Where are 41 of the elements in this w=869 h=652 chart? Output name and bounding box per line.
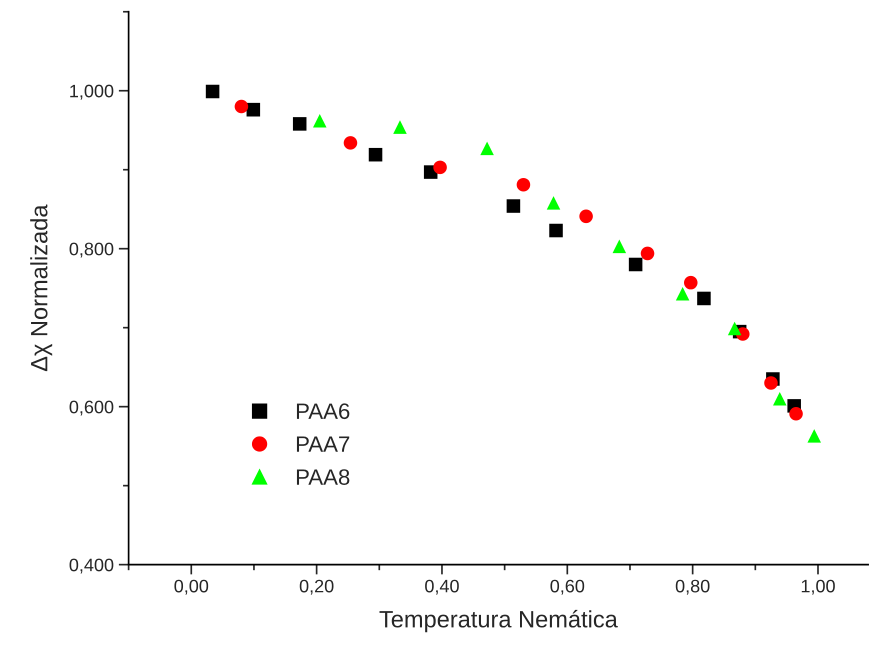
- x-tick-label: 0,20: [300, 580, 334, 595]
- point: [246, 102, 260, 116]
- point: [480, 142, 494, 156]
- point: [546, 196, 560, 210]
- point: [789, 407, 803, 421]
- point: [684, 276, 698, 290]
- point: [344, 136, 358, 150]
- legend-label: PAA6: [296, 403, 350, 420]
- point: [506, 199, 520, 213]
- y-tick-label: 0,800: [70, 242, 114, 258]
- point: [728, 322, 742, 336]
- point: [393, 120, 407, 134]
- legend-label: PAA7: [296, 436, 350, 452]
- point: [206, 84, 220, 98]
- point: [433, 160, 447, 174]
- x-tick-label: 0,80: [676, 580, 710, 595]
- x-tick-label: 0,00: [174, 580, 208, 595]
- point: [234, 100, 248, 114]
- x-tick-label: 1,00: [802, 580, 835, 595]
- point: [772, 392, 787, 406]
- point: [292, 117, 306, 131]
- point: [516, 178, 530, 192]
- y-tick-label: 0,600: [70, 400, 114, 416]
- point: [579, 210, 593, 224]
- point: [807, 429, 821, 443]
- point: [628, 258, 642, 272]
- legend-label: PAA8: [296, 469, 350, 485]
- point: [764, 376, 778, 390]
- point: [368, 148, 382, 162]
- y-axis-title: Δχ Normalizada: [30, 204, 52, 372]
- y-tick-label: 1,000: [70, 84, 114, 100]
- point: [612, 240, 626, 254]
- x-tick-label: 0,60: [550, 580, 584, 595]
- point: [697, 292, 711, 306]
- y-tick-label: 0,400: [70, 558, 114, 574]
- point: [640, 246, 654, 260]
- point: [312, 114, 327, 128]
- x-tick-label: 0,40: [425, 580, 459, 595]
- point: [549, 224, 563, 238]
- point: [676, 286, 690, 300]
- x-axis-title: Temperatura Nemática: [380, 610, 618, 632]
